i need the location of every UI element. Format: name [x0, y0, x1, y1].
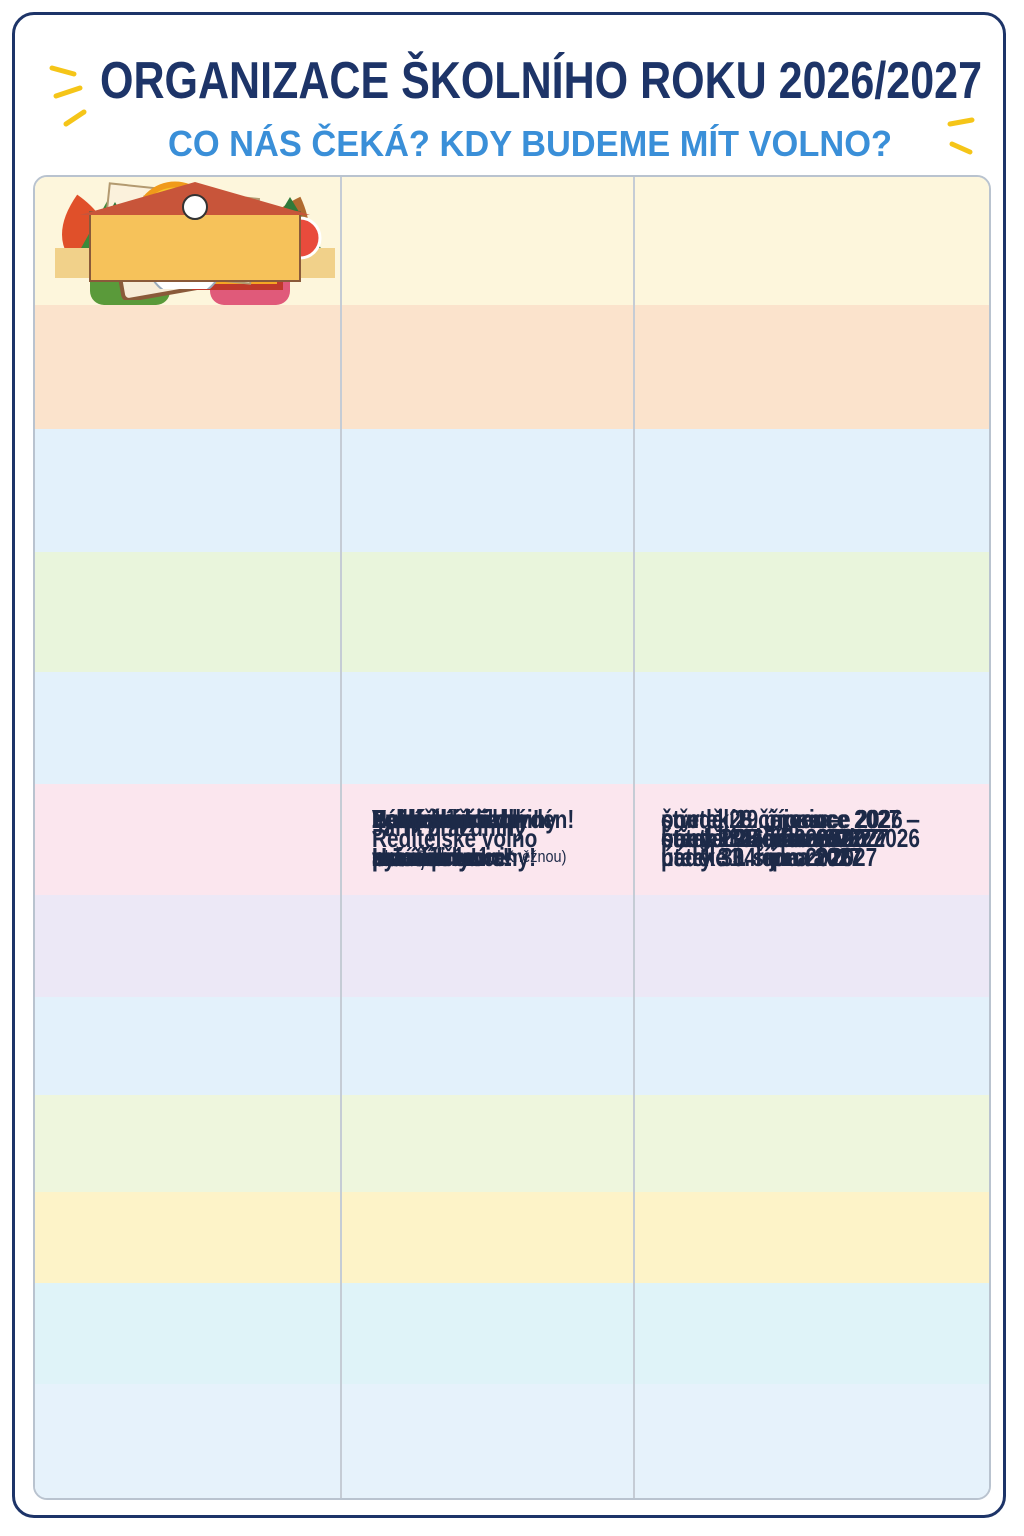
event-text: Jarní prázdniny	[372, 811, 526, 842]
event-text: prázdniny!	[372, 841, 478, 872]
table-row: Barevné podzimní prázdniny čtvrtek 29. říj…	[35, 177, 989, 1498]
event-text: prázdniny	[372, 841, 471, 872]
event-text: vysvědčení	[372, 841, 485, 872]
event-text: Zpátky do školy	[372, 803, 530, 834]
school	[89, 211, 301, 282]
event-text: prázdniny	[372, 841, 471, 872]
event-text: začíná!	[372, 841, 443, 872]
event-text: a Ježíšek	[372, 841, 464, 872]
date-text: středa 1. září 2027	[661, 822, 841, 853]
date-text: pondělí 16. listopadu 2026	[661, 822, 920, 853]
event-text: prázdniny	[372, 841, 471, 872]
date-text: pátek 29. ledna 2027	[661, 822, 863, 853]
title: ORGANIZACE ŠKOLNÍHO ROKU 2026/2027	[100, 51, 982, 110]
event-text: Nový školní rok	[372, 803, 527, 834]
date-cell: středa 1. září 2027	[633, 177, 989, 1498]
event-cell: Nový školní rok začíná!	[340, 177, 633, 1498]
event-text: Barevné podzimní	[372, 803, 552, 834]
event-text: První školní den!	[372, 803, 540, 834]
event-text: v novém roce!	[372, 841, 514, 872]
header: ORGANIZACE ŠKOLNÍHO ROKU 2026/2027 CO NÁ…	[49, 51, 982, 164]
date-text: středa 23. prosince 2026 –	[661, 803, 920, 834]
event-text: Pololetní	[372, 803, 460, 834]
date-text: čtvrtek 29. října a	[661, 803, 831, 834]
frame	[12, 12, 1006, 1518]
date-text: neděle 3. ledna 2027	[661, 841, 863, 872]
event-note: (okres Rychnov nad Kněžnou)	[372, 846, 567, 866]
date-text: čtvrtek 28. ledna 2027	[661, 822, 877, 853]
date-text: středa 30. června 2027	[661, 822, 884, 853]
date-text: pondělí 8. února –	[661, 803, 839, 834]
clock	[182, 194, 208, 220]
table-row: Pololetní prázdniny pátek 29. ledna 2027	[35, 177, 989, 1498]
event-text: Velikonoční	[372, 803, 488, 834]
illustration	[80, 182, 310, 282]
schedule-table: První školní den! Hurá do lavic! úterý 1. …	[33, 175, 991, 1500]
event-text: Vánoční prázdniny	[372, 803, 557, 834]
date-text: úterý 31. srpna 2027	[661, 841, 862, 872]
event-text: Velké letní	[372, 803, 474, 834]
table-row: Poslední školní den! Hurá, prázdniny! stře…	[35, 177, 989, 1498]
event-cell: Poslední školní den! Hurá, prázdniny!	[340, 177, 633, 1498]
subtitle: CO NÁS ČEKÁ? KDY BUDEME MÍT VOLNO?	[168, 122, 892, 164]
event-text: Ředitelské volno	[372, 822, 538, 853]
date-text: pondělí 4. ledna 2027	[661, 822, 871, 853]
table-row: Nový školní rok začíná! středa 1. září 202…	[35, 177, 989, 1498]
event-text: Hurá do lavic!	[372, 841, 510, 872]
decoration	[49, 65, 975, 155]
date-text: čtvrtek 25. března 2027	[661, 822, 889, 853]
date-text: pátek 30. října 2026	[661, 841, 852, 872]
event-text: Pololetní	[372, 803, 460, 834]
event-text: Hurá, prázdniny!	[372, 841, 537, 872]
table-row: Jarní prázdniny (okres Rychnov nad Kněžno…	[35, 177, 989, 1498]
event-text: Poslední školní den!	[372, 803, 575, 834]
date-text: čtvrtek 1. července 2027 –	[661, 803, 918, 834]
date-text: neděle 14. února 2027	[661, 841, 878, 872]
icon-cell	[35, 177, 340, 1498]
date-text: úterý 1. září 2026	[661, 822, 829, 853]
